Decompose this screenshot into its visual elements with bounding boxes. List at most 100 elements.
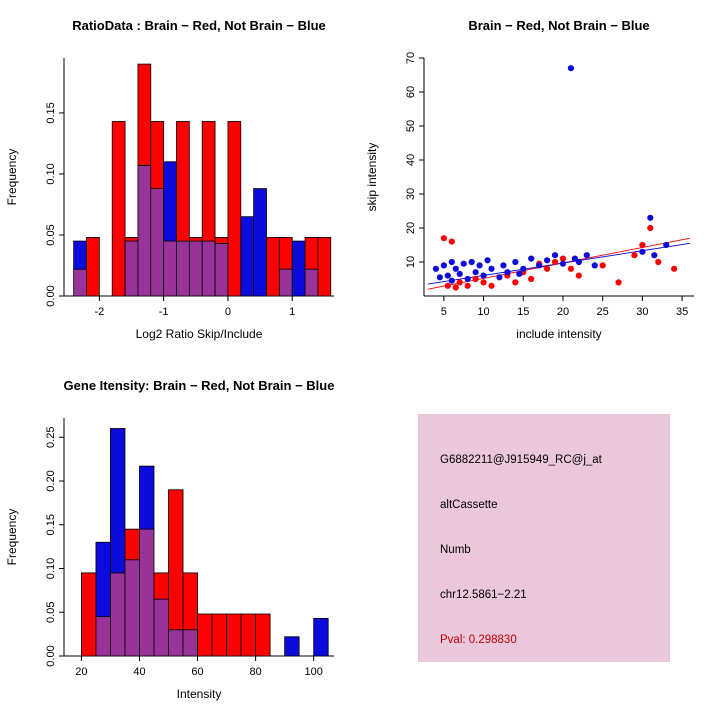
overlap-bar [163, 240, 177, 297]
not-brain-bar [291, 240, 306, 297]
brain-red-point [480, 279, 487, 286]
not-brain-blue-point [591, 262, 598, 269]
overlap-bar [137, 165, 152, 297]
brain-bar [255, 613, 271, 657]
overlap-bar [95, 616, 111, 657]
brain-red-point [631, 252, 638, 259]
regression-line [427, 242, 691, 285]
not-brain-blue-point [484, 257, 491, 264]
event-type-text: altCassette [440, 499, 498, 511]
svg-text:-1: -1 [159, 306, 169, 318]
brain-bar [227, 121, 242, 297]
not-brain-blue-point [480, 272, 487, 279]
not-brain-bar [139, 465, 155, 530]
not-brain-blue-point [456, 270, 463, 277]
svg-text:-2: -2 [94, 306, 104, 318]
svg-text:0.00: 0.00 [45, 645, 57, 666]
brain-bar [153, 572, 169, 600]
svg-text:0.00: 0.00 [45, 285, 57, 306]
brain-bar [124, 237, 139, 242]
not-brain-bar [240, 216, 255, 297]
panel-ratio-histogram: RatioData : Brain − Red, Not Brain − Blu… [0, 0, 360, 360]
scatter-points [432, 65, 678, 291]
not-brain-blue-point [468, 258, 475, 266]
svg-text:50: 50 [405, 120, 417, 132]
not-brain-blue-point [543, 257, 551, 264]
panel-intensity-scatter: Brain − Red, Not Brain − Blue 5 10 15 20 25 30… [360, 0, 720, 360]
gene-name-text: Numb [440, 544, 471, 556]
overlap-bar [182, 629, 198, 657]
not-brain-blue-point [444, 272, 451, 279]
overlap-bar [153, 598, 169, 657]
svg-text:40: 40 [133, 666, 145, 678]
probe-id-text: G6882211@J915949_RC@j_at [440, 454, 602, 466]
brain-bar [304, 237, 319, 270]
brain-red-point [575, 272, 582, 279]
brain-red-point [488, 282, 495, 289]
overlap-bar [304, 268, 319, 297]
not-brain-blue-point [639, 248, 646, 255]
gene-histogram-chart: Gene Itensity: Brain − Red, Not Brain − … [5, 378, 334, 701]
svg-text:5: 5 [441, 306, 447, 318]
brain-bar [81, 572, 97, 657]
brain-red-point [559, 255, 567, 262]
not-brain-bar [73, 240, 87, 270]
brain-red-point [512, 279, 519, 286]
svg-text:25: 25 [597, 306, 609, 318]
not-brain-blue-point [551, 252, 559, 259]
svg-text:70: 70 [405, 52, 417, 64]
not-brain-blue-point [464, 275, 471, 283]
not-brain-blue-point [476, 262, 483, 269]
brain-bar [86, 237, 100, 297]
svg-text:20: 20 [75, 666, 87, 678]
brain-bar [201, 121, 216, 242]
not-brain-blue-point [460, 260, 467, 267]
brain-red-point [456, 279, 463, 286]
svg-text:30: 30 [405, 188, 417, 200]
not-brain-blue-point [504, 269, 511, 276]
brain-bar [278, 237, 293, 270]
brain-bar [317, 237, 332, 297]
locus-text: chr12.5861−2.21 [440, 589, 527, 601]
svg-text:0.20: 0.20 [45, 470, 57, 491]
histogram-bars [81, 428, 329, 657]
not-brain-blue-point [432, 265, 440, 272]
brain-bar [168, 489, 184, 631]
overlap-bar [139, 528, 155, 657]
x-axis-label: Log2 Ratio Skip/Include [136, 327, 263, 341]
not-brain-blue-point [448, 258, 455, 266]
x-axis-label: include intensity [516, 327, 601, 341]
y-axis-label: skip intensity [365, 143, 379, 212]
overlap-bar [214, 243, 229, 297]
not-brain-blue-point [583, 252, 590, 259]
brain-bar [197, 613, 213, 657]
overlap-bar [110, 572, 126, 657]
overlap-bar [124, 559, 140, 657]
svg-text:0: 0 [225, 306, 231, 318]
brain-red-point [655, 258, 662, 266]
svg-text:30: 30 [636, 306, 648, 318]
brain-red-point [452, 284, 459, 291]
not-brain-blue-point [651, 252, 658, 259]
overlap-bar [201, 240, 216, 297]
chart-title: RatioData : Brain − Red, Not Brain − Blu… [72, 18, 326, 33]
svg-text:35: 35 [676, 306, 688, 318]
not-brain-bar [253, 188, 267, 297]
svg-text:100: 100 [304, 666, 322, 678]
overlap-bar [278, 268, 293, 297]
not-brain-blue-point [488, 265, 495, 272]
overlap-bar [124, 240, 139, 297]
not-brain-blue-point [567, 65, 575, 72]
not-brain-blue-point [575, 258, 582, 266]
svg-text:10: 10 [477, 306, 489, 318]
not-brain-blue-point [500, 262, 507, 269]
brain-red-point [647, 224, 654, 232]
brain-bar [226, 613, 242, 657]
brain-bar [211, 613, 227, 657]
y-axis-label: Frequency [5, 149, 19, 206]
svg-text:0.05: 0.05 [45, 224, 57, 245]
overlap-bar [188, 240, 203, 297]
info-box: G6882211@J915949_RC@j_at altCassette Num… [418, 414, 670, 662]
brain-red-point [551, 258, 559, 266]
brain-red-point [448, 238, 455, 245]
